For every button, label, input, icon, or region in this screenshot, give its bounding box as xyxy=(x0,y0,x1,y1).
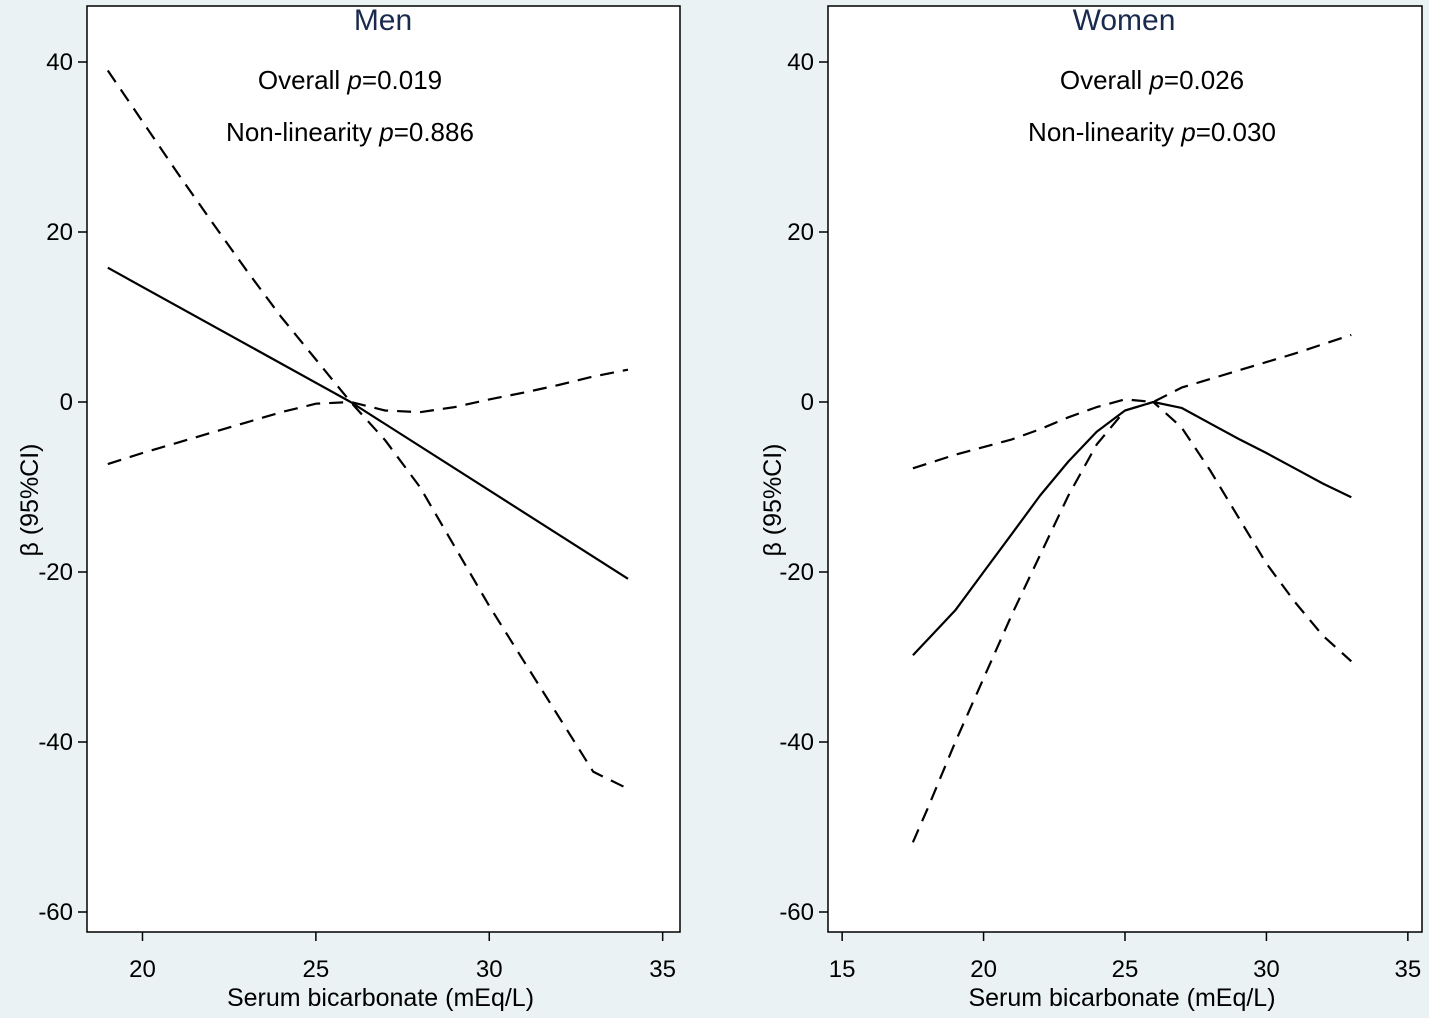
annotation-prefix: Non-linearity xyxy=(1028,117,1181,147)
y-axis-label: β (95%CI) xyxy=(759,443,787,556)
y-tick-label: -20 xyxy=(38,559,73,586)
annotation-p: p xyxy=(378,117,393,147)
x-tick-label: 35 xyxy=(649,956,676,983)
series-lower-ci xyxy=(911,400,1353,843)
x-axis-label: Serum bicarbonate (mEq/L) xyxy=(227,984,534,1012)
x-tick-label: 20 xyxy=(970,956,997,983)
y-tick-label: 20 xyxy=(46,219,73,246)
plot-area xyxy=(86,5,681,933)
p-value-annotation: Overall p=0.026 xyxy=(1060,65,1244,95)
annotation-value: =0.026 xyxy=(1164,65,1244,95)
y-tick-label: -40 xyxy=(779,729,814,756)
annotation-value: =0.030 xyxy=(1196,117,1276,147)
y-tick-label: -60 xyxy=(779,899,814,926)
x-tick-label: 20 xyxy=(129,956,156,983)
y-tick-label: -20 xyxy=(779,559,814,586)
y-tick-label: -40 xyxy=(38,729,73,756)
p-value-annotation: Non-linearity p=0.030 xyxy=(1028,117,1276,147)
panel-title: Women xyxy=(1073,4,1176,37)
y-tick-label: 20 xyxy=(787,219,814,246)
p-value-annotation: Non-linearity p=0.886 xyxy=(226,117,474,147)
x-tick-label: 25 xyxy=(303,956,330,983)
x-tick-label: 30 xyxy=(476,956,503,983)
panel-women: Women 40 20 0 -20 -40 -60 15 20 25 30 35 Serum bicar… xyxy=(759,4,1423,1012)
y-tick-label: -60 xyxy=(38,899,73,926)
y-tick-label: 0 xyxy=(801,389,814,416)
annotation-value: =0.886 xyxy=(394,117,474,147)
series-estimate xyxy=(912,400,1352,657)
x-tick-label: 30 xyxy=(1253,956,1280,983)
annotation-p: p xyxy=(346,65,361,95)
x-tick-label: 25 xyxy=(1112,956,1139,983)
series-upper-ci xyxy=(912,333,1352,470)
panel-title: Men xyxy=(354,4,412,37)
y-tick-label: 40 xyxy=(46,49,73,76)
annotation-p: p xyxy=(1148,65,1163,95)
x-axis-label: Serum bicarbonate (mEq/L) xyxy=(968,984,1275,1012)
x-tick-label: 35 xyxy=(1395,956,1422,983)
y-tick-label: 40 xyxy=(787,49,814,76)
plot-area xyxy=(827,5,1423,933)
panel-men: Men 40 20 0 -20 -40 -60 20 25 30 35 Serum bicarbona… xyxy=(16,4,681,1012)
p-value-annotation: Overall p=0.019 xyxy=(258,65,442,95)
series-lower-ci xyxy=(107,368,629,466)
series-estimate xyxy=(107,266,629,580)
annotation-p: p xyxy=(1180,117,1195,147)
y-axis-label: β (95%CI) xyxy=(16,443,44,556)
annotation-prefix: Overall xyxy=(258,65,348,95)
annotation-prefix: Non-linearity xyxy=(226,117,379,147)
y-tick-label: 0 xyxy=(60,389,73,416)
x-tick-label: 15 xyxy=(829,956,856,983)
annotation-value: =0.019 xyxy=(362,65,442,95)
annotation-prefix: Overall xyxy=(1060,65,1150,95)
